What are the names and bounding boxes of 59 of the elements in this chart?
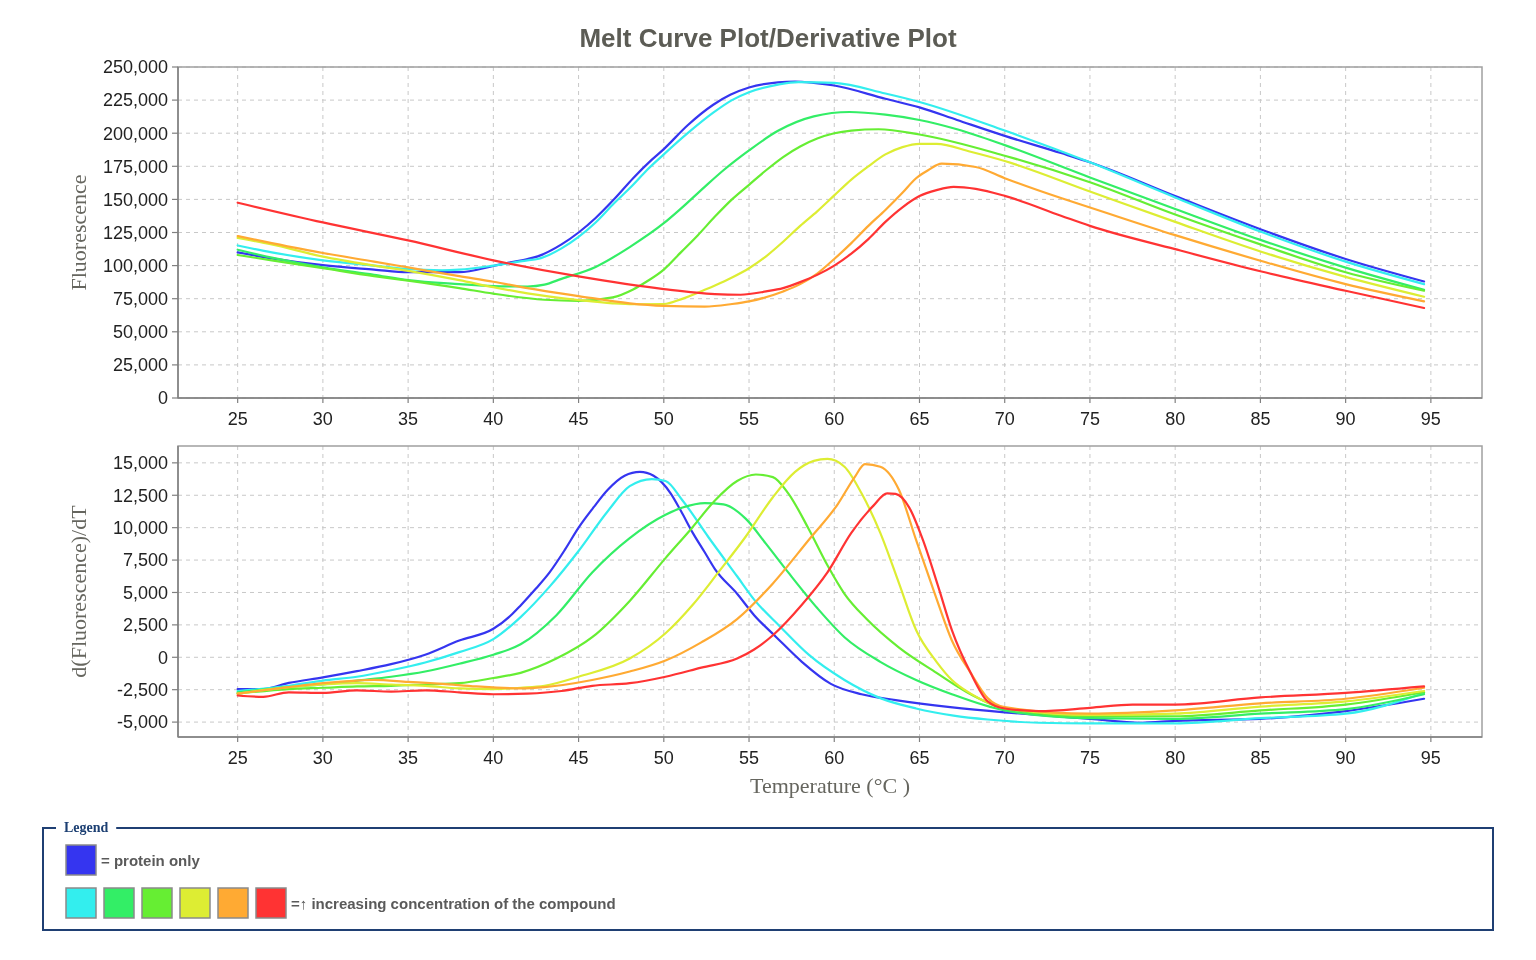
x-tick-label: 70 bbox=[994, 748, 1015, 768]
x-tick-label: 95 bbox=[1420, 748, 1441, 768]
x-tick-label: 45 bbox=[568, 409, 589, 429]
x-tick-label: 55 bbox=[739, 748, 760, 768]
x-tick-label: 60 bbox=[824, 409, 845, 429]
x-tick-label: 60 bbox=[824, 748, 845, 768]
x-tick-label: 65 bbox=[909, 409, 930, 429]
x-tick-label: 85 bbox=[1250, 748, 1271, 768]
y-tick-label: 100,000 bbox=[102, 255, 168, 276]
y-tick-label: 0 bbox=[157, 388, 168, 409]
y-tick-label: 25,000 bbox=[112, 355, 168, 376]
line-series bbox=[236, 110, 1426, 291]
legend-label: = protein only bbox=[101, 852, 201, 869]
y-tick-label: 150,000 bbox=[102, 189, 168, 210]
y-tick-label: -5,000 bbox=[116, 712, 168, 733]
y-tick-label: 2,500 bbox=[122, 615, 168, 636]
x-tick-label: 80 bbox=[1165, 748, 1186, 768]
y-axis-title: d(Fluorescence)/dT bbox=[66, 504, 91, 678]
y-tick-label: -2,500 bbox=[116, 679, 168, 700]
x-tick-label: 35 bbox=[398, 409, 419, 429]
x-tick-label: 90 bbox=[1335, 409, 1356, 429]
x-tick-label: 50 bbox=[653, 409, 674, 429]
chart-title: Melt Curve Plot/Derivative Plot bbox=[579, 23, 957, 53]
x-tick-label: 50 bbox=[653, 748, 674, 768]
x-tick-label: 25 bbox=[227, 748, 248, 768]
x-tick-label: 90 bbox=[1335, 748, 1356, 768]
y-tick-label: 15,000 bbox=[112, 453, 168, 474]
y-tick-label: 75,000 bbox=[112, 289, 168, 309]
x-tick-label: 75 bbox=[1079, 409, 1100, 429]
y-axis-title: Fluorescence bbox=[66, 174, 91, 291]
y-tick-label: 7,500 bbox=[122, 550, 168, 571]
y-tick-label: 175,000 bbox=[102, 156, 168, 177]
x-tick-label: 75 bbox=[1079, 748, 1100, 768]
y-tick-label: 5,000 bbox=[122, 582, 168, 603]
x-axis-title: Temperature (°C ) bbox=[750, 773, 910, 798]
x-tick-label: 30 bbox=[312, 748, 333, 768]
x-tick-label: 25 bbox=[227, 409, 248, 429]
x-tick-label: 40 bbox=[483, 748, 504, 768]
x-tick-label: 55 bbox=[739, 409, 760, 429]
y-tick-label: 225,000 bbox=[102, 90, 168, 111]
x-tick-label: 65 bbox=[909, 748, 930, 768]
y-tick-label: 0 bbox=[157, 647, 168, 668]
text: =↑ increasing concentration of the compound bbox=[291, 895, 616, 912]
x-tick-label: 35 bbox=[398, 748, 419, 768]
legend-title: Legend bbox=[64, 820, 109, 835]
y-tick-label: 50,000 bbox=[112, 322, 168, 343]
y-tick-label: 200,000 bbox=[102, 123, 168, 144]
y-tick-label: 12,500 bbox=[112, 485, 168, 506]
x-tick-label: 95 bbox=[1420, 409, 1441, 429]
x-tick-label: 80 bbox=[1165, 409, 1186, 429]
line-series bbox=[236, 185, 1426, 310]
x-tick-label: 40 bbox=[483, 409, 504, 429]
x-tick-label: 70 bbox=[994, 409, 1015, 429]
x-tick-label: 30 bbox=[312, 409, 333, 429]
y-tick-label: 10,000 bbox=[112, 517, 168, 538]
y-tick-label: 125,000 bbox=[102, 222, 168, 243]
x-tick-label: 45 bbox=[568, 748, 589, 768]
y-tick-label: 250,000 bbox=[102, 57, 168, 78]
x-tick-label: 85 bbox=[1250, 409, 1271, 429]
